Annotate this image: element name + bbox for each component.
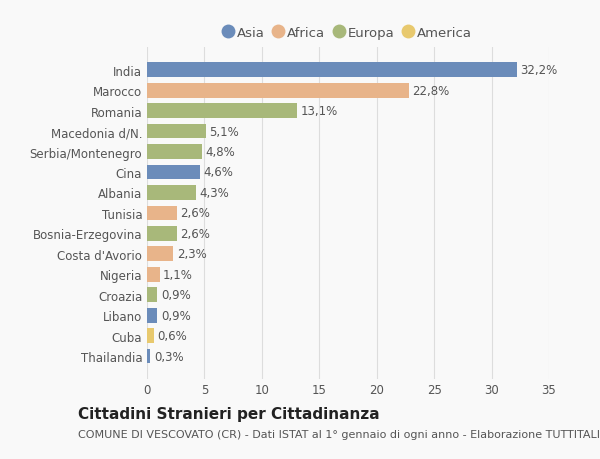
Bar xyxy=(147,349,151,364)
Text: 0,3%: 0,3% xyxy=(154,350,184,363)
Text: 32,2%: 32,2% xyxy=(520,64,557,77)
Bar xyxy=(147,226,177,241)
Text: 5,1%: 5,1% xyxy=(209,125,239,138)
Text: 2,6%: 2,6% xyxy=(181,227,210,241)
Text: 4,6%: 4,6% xyxy=(203,166,233,179)
Bar xyxy=(147,186,196,201)
Text: COMUNE DI VESCOVATO (CR) - Dati ISTAT al 1° gennaio di ogni anno - Elaborazione : COMUNE DI VESCOVATO (CR) - Dati ISTAT al… xyxy=(78,429,600,439)
Bar xyxy=(147,247,173,262)
Text: 13,1%: 13,1% xyxy=(301,105,338,118)
Text: Cittadini Stranieri per Cittadinanza: Cittadini Stranieri per Cittadinanza xyxy=(78,406,380,421)
Text: 2,6%: 2,6% xyxy=(181,207,210,220)
Legend: Asia, Africa, Europa, America: Asia, Africa, Europa, America xyxy=(219,22,477,45)
Bar xyxy=(147,267,160,282)
Bar xyxy=(147,124,206,139)
Bar xyxy=(147,165,200,180)
Text: 2,3%: 2,3% xyxy=(177,248,206,261)
Bar xyxy=(147,329,154,343)
Bar xyxy=(147,104,298,119)
Bar xyxy=(147,145,202,160)
Text: 0,6%: 0,6% xyxy=(157,330,187,342)
Bar xyxy=(147,308,157,323)
Bar xyxy=(147,206,177,221)
Text: 22,8%: 22,8% xyxy=(412,84,449,97)
Text: 4,8%: 4,8% xyxy=(206,146,235,159)
Bar xyxy=(147,63,517,78)
Bar xyxy=(147,84,409,98)
Text: 0,9%: 0,9% xyxy=(161,289,191,302)
Text: 0,9%: 0,9% xyxy=(161,309,191,322)
Text: 4,3%: 4,3% xyxy=(200,186,230,200)
Text: 1,1%: 1,1% xyxy=(163,268,193,281)
Bar xyxy=(147,288,157,302)
